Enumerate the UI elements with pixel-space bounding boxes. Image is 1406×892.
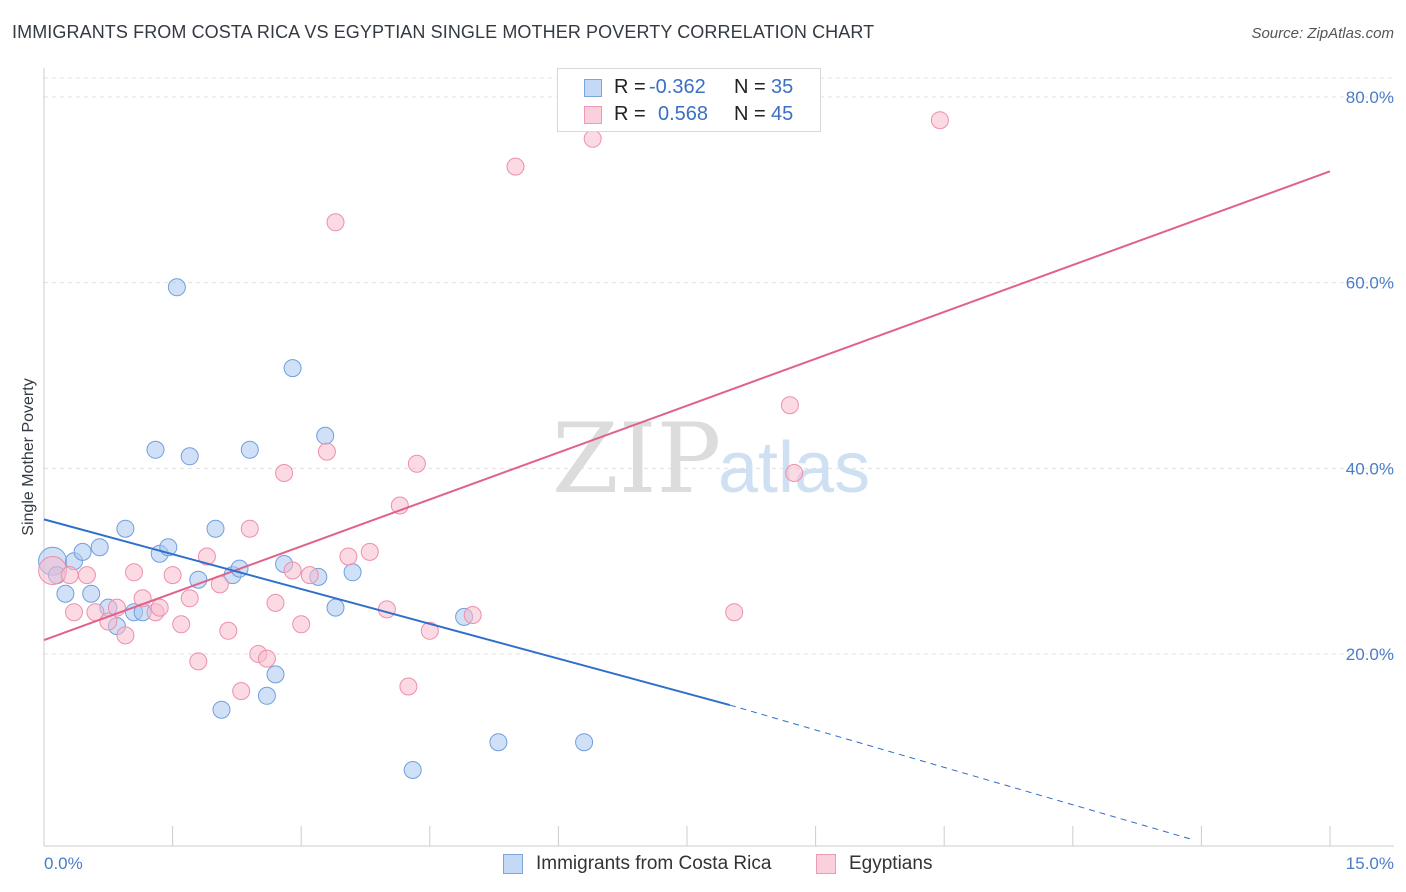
egyptians-point-40: [725, 603, 744, 622]
costa-rica-point-28: [316, 426, 335, 445]
egyptians-point-36: [420, 621, 439, 640]
trend-line-costa-rica-extension: [729, 704, 1193, 841]
bottom-legend-label-costa-rica: Immigrants from Costa Rica: [536, 853, 772, 874]
series-egyptians-points: [38, 111, 949, 701]
legend-r-value: -0.362: [649, 76, 706, 98]
egyptians-point-22: [257, 649, 276, 668]
egyptians-point-3: [77, 566, 96, 585]
costa-rica-point-23: [257, 686, 276, 705]
costa-rica-point-18: [206, 519, 225, 538]
costa-rica-point-9: [116, 519, 135, 538]
y-tick-label-80: 80.0%: [1346, 88, 1394, 107]
legend-r-label: R =: [614, 76, 646, 98]
egyptians-point-37: [463, 606, 482, 624]
egyptians-point-11: [150, 598, 169, 617]
egyptians-point-1: [60, 566, 79, 585]
costa-rica-point-30: [343, 563, 362, 582]
legend-n-value: 45: [771, 103, 794, 125]
egyptians-point-16: [197, 547, 216, 566]
watermark: ZIP atlas: [552, 403, 870, 515]
costa-rica-point-2: [56, 584, 75, 603]
y-tick-label-40: 40.0%: [1346, 459, 1394, 478]
x-tick-label-min: 0.0%: [44, 854, 83, 873]
costa-rica-point-5: [82, 584, 101, 603]
legend-row-costa-rica: R = -0.362 N = 35: [558, 73, 820, 100]
egyptians-point-18: [219, 621, 238, 640]
egyptians-point-23: [266, 593, 285, 612]
legend-r-value: 0.568: [658, 103, 709, 125]
costa-rica-point-31: [403, 761, 422, 779]
costa-rica-point-15: [167, 278, 186, 297]
egyptians-point-20: [240, 519, 259, 538]
legend-n-label: N =: [734, 76, 766, 98]
bottom-legend-swatch-costa-rica: [503, 854, 523, 874]
source-label: Source: ZipAtlas.com: [1251, 25, 1394, 42]
egyptians-point-32: [377, 600, 396, 619]
egyptians-point-13: [172, 615, 191, 634]
egyptians-point-2: [65, 603, 83, 622]
costa-rica-point-29: [326, 598, 345, 617]
costa-rica-point-34: [575, 733, 594, 752]
costa-rica-point-22: [240, 440, 259, 459]
legend-swatch-costa-rica: [584, 79, 602, 97]
costa-rica-point-24: [266, 665, 285, 684]
egyptians-point-27: [300, 566, 319, 585]
trend-line-costa-rica: [43, 518, 731, 707]
x-tick-label-max: 15.0%: [1346, 854, 1394, 873]
egyptians-point-14: [180, 589, 199, 608]
egyptians-point-41: [780, 396, 799, 415]
egyptians-point-12: [163, 566, 182, 585]
costa-rica-point-12: [146, 440, 165, 459]
watermark-zip: ZIP: [552, 403, 721, 515]
egyptians-point-38: [506, 157, 525, 176]
egyptians-point-35: [407, 454, 426, 473]
legend-n-value: 35: [771, 76, 794, 98]
bottom-legend-label-egyptians: Egyptians: [849, 853, 933, 874]
egyptians-point-31: [360, 542, 379, 561]
costa-rica-point-33: [489, 733, 508, 752]
y-tick-label-20: 20.0%: [1346, 645, 1394, 664]
legend-r-label: R =: [614, 103, 646, 125]
egyptians-point-33: [390, 496, 409, 515]
chart-title: IMMIGRANTS FROM COSTA RICA VS EGYPTIAN S…: [12, 22, 875, 42]
egyptians-point-7: [116, 626, 135, 645]
bottom-legend-swatch-egyptians: [816, 854, 836, 874]
costa-rica-point-26: [283, 359, 302, 378]
x-tick-marks: [43, 826, 1331, 846]
y-axis-label: Single Mother Poverty: [20, 378, 37, 535]
egyptians-point-42: [785, 464, 804, 482]
egyptians-point-30: [339, 547, 358, 566]
legend-swatch-egyptians: [584, 106, 602, 124]
egyptians-point-8: [125, 563, 143, 582]
egyptians-point-19: [232, 682, 251, 701]
egyptians-point-29: [326, 213, 345, 232]
trend-line-egyptians: [43, 170, 1331, 642]
egyptians-point-26: [292, 615, 311, 634]
series-costa-rica-points: [38, 278, 594, 779]
legend-n-label: N =: [734, 103, 766, 125]
costa-rica-point-16: [180, 447, 199, 466]
egyptians-point-25: [283, 561, 302, 580]
egyptians-point-34: [399, 677, 418, 696]
egyptians-point-39: [583, 129, 602, 148]
legend-row-egyptians: R = 0.568 N = 45: [558, 100, 820, 127]
egyptians-point-28: [317, 442, 336, 461]
egyptians-point-15: [189, 652, 208, 671]
costa-rica-point-4: [73, 542, 92, 561]
costa-rica-point-19: [212, 700, 231, 719]
correlation-legend: R = -0.362 N = 35 R = 0.568 N = 45: [557, 68, 821, 132]
egyptians-point-24: [275, 464, 294, 482]
costa-rica-point-6: [90, 538, 109, 557]
egyptians-point-43: [930, 111, 949, 130]
y-tick-label-60: 60.0%: [1346, 274, 1394, 293]
trend-lines: [43, 170, 1331, 841]
y-tick-labels: 20.0% 40.0% 60.0% 80.0%: [1346, 88, 1394, 664]
